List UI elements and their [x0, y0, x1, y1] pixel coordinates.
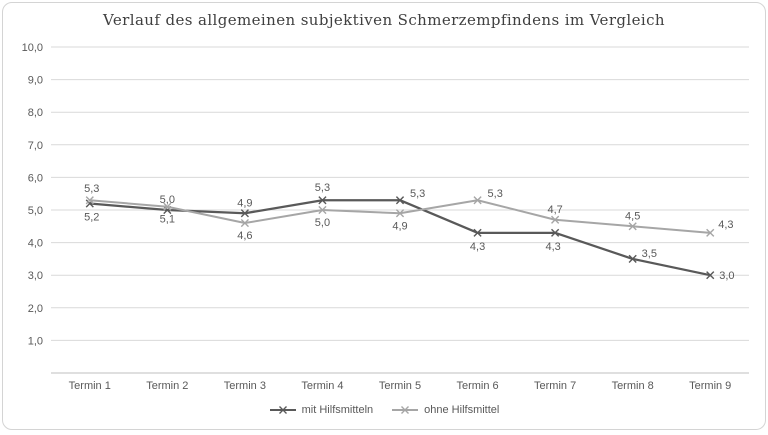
legend-item-ohne-hilfsmittel: ohne Hilfsmittel	[391, 404, 499, 416]
y-tick-label: 8,0	[28, 107, 43, 119]
data-label: 3,0	[719, 270, 734, 282]
y-tick-label: 5,0	[28, 205, 43, 217]
data-label: 5,0	[160, 194, 175, 206]
y-tick-label: 6,0	[28, 172, 43, 184]
x-category-label: Termin 5	[379, 380, 421, 392]
legend-marker-ohne-hilfsmittel-icon	[391, 405, 419, 415]
y-tick-label: 7,0	[28, 140, 43, 152]
legend-item-mit-hilfsmitteln: mit Hilfsmitteln	[269, 404, 374, 416]
y-tick-label: 10,0	[22, 42, 43, 54]
data-label: 5,3	[488, 188, 503, 200]
data-label: 4,3	[545, 241, 560, 253]
data-label: 4,3	[470, 241, 485, 253]
x-category-label: Termin 6	[456, 380, 498, 392]
legend-label-ohne-hilfsmittel: ohne Hilfsmittel	[424, 404, 499, 416]
y-tick-label: 4,0	[28, 238, 43, 250]
data-label: 5,3	[410, 188, 425, 200]
legend-label-mit-hilfsmitteln: mit Hilfsmitteln	[302, 404, 374, 416]
data-label: 4,9	[237, 197, 252, 209]
legend: mit Hilfsmitteln ohne Hilfsmittel	[3, 404, 765, 416]
x-category-label: Termin 2	[146, 380, 188, 392]
y-tick-label: 1,0	[28, 335, 43, 347]
data-label: 5,0	[315, 217, 330, 229]
data-label: 5,2	[84, 211, 99, 223]
data-label: 3,5	[642, 248, 657, 260]
x-category-label: Termin 4	[301, 380, 343, 392]
data-label: 4,3	[718, 219, 733, 231]
legend-marker-mit-hilfsmitteln-icon	[269, 405, 297, 415]
data-label: 4,5	[625, 210, 640, 222]
chart-frame: Verlauf des allgemeinen subjektiven Schm…	[2, 2, 766, 430]
plot-area: 1,0 2,0 3,0 4,0 5,0 6,0 7,0 8,0 9,0 10,0 Termin 1 T…	[3, 3, 768, 435]
data-label: 4,9	[392, 220, 407, 232]
y-tick-label: 3,0	[28, 270, 43, 282]
series-line-mit-hilfsmitteln	[90, 200, 710, 275]
x-category-label: Termin 1	[69, 380, 111, 392]
x-category-label: Termin 8	[612, 380, 654, 392]
data-label: 5,3	[315, 182, 330, 194]
data-label: 4,7	[547, 204, 562, 216]
y-tick-label: 9,0	[28, 75, 43, 87]
y-tick-label: 2,0	[28, 303, 43, 315]
x-category-label: Termin 7	[534, 380, 576, 392]
data-label: 5,3	[84, 183, 99, 195]
data-label: 5,1	[160, 214, 175, 226]
data-label: 4,6	[237, 230, 252, 242]
x-category-label: Termin 3	[224, 380, 266, 392]
x-category-label: Termin 9	[689, 380, 731, 392]
